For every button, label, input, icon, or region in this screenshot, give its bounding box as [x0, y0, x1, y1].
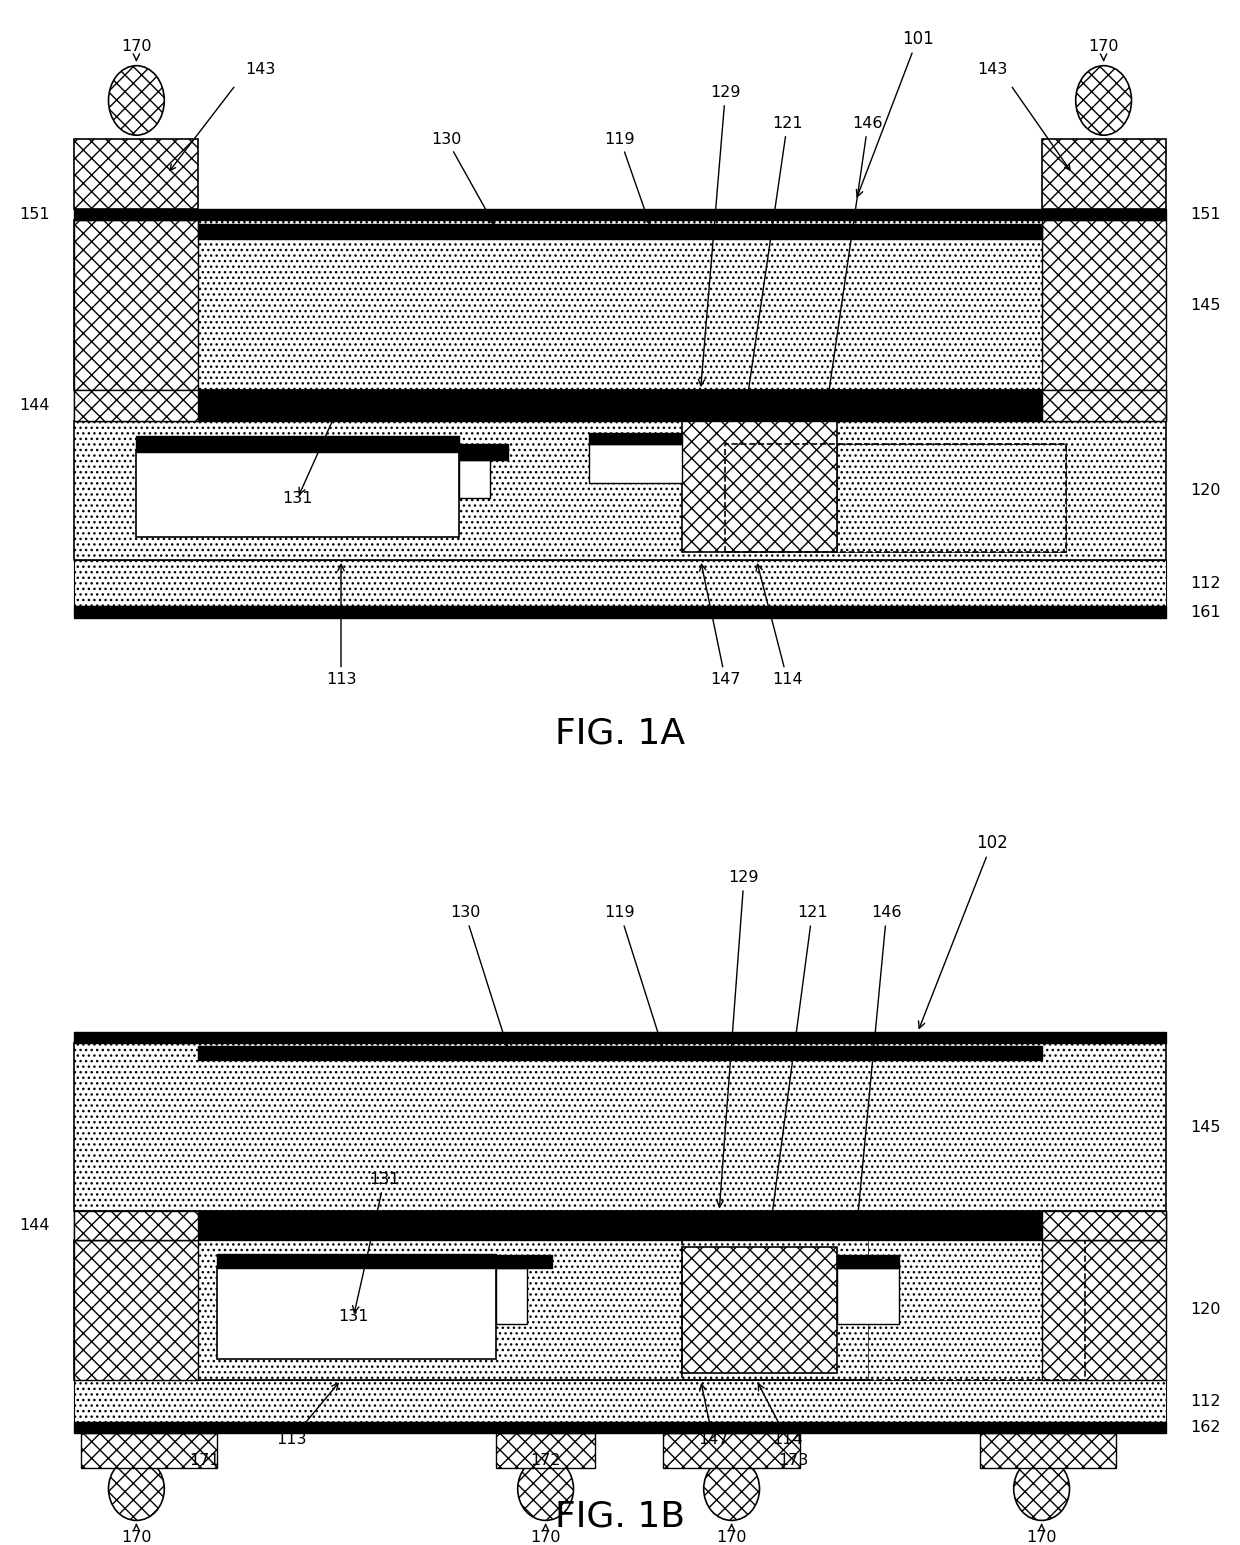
Bar — [198, 224, 1042, 239]
Bar — [74, 209, 1166, 219]
Text: 130: 130 — [450, 905, 508, 1046]
Text: 170: 170 — [1027, 1525, 1056, 1545]
Bar — [1042, 219, 1166, 389]
Bar — [589, 445, 682, 482]
Text: 173: 173 — [779, 1454, 808, 1468]
Text: 101: 101 — [857, 29, 934, 196]
Text: FIG. 1B: FIG. 1B — [556, 1500, 684, 1534]
Text: 119: 119 — [605, 131, 651, 224]
Bar — [136, 453, 459, 538]
Text: 170: 170 — [122, 39, 151, 60]
Circle shape — [109, 65, 164, 136]
Text: 120: 120 — [1190, 1302, 1221, 1318]
Text: 143: 143 — [246, 62, 275, 77]
Text: 162: 162 — [1190, 1420, 1221, 1435]
Text: 114: 114 — [756, 564, 802, 688]
Bar — [459, 445, 508, 460]
Bar — [1042, 1239, 1166, 1380]
Text: 170: 170 — [122, 1525, 151, 1545]
Text: 170: 170 — [717, 1525, 746, 1545]
Bar — [74, 1211, 1166, 1239]
Bar — [682, 1247, 837, 1374]
Text: 102: 102 — [919, 834, 1008, 1029]
Text: 161: 161 — [1190, 604, 1221, 620]
Text: 112: 112 — [1190, 1394, 1221, 1409]
Bar — [837, 445, 1066, 552]
Circle shape — [109, 1457, 164, 1520]
Text: 129: 129 — [717, 870, 759, 1207]
Bar — [74, 420, 1166, 561]
Text: 113: 113 — [277, 1383, 339, 1448]
Bar — [74, 606, 1166, 618]
Bar — [74, 219, 198, 389]
Circle shape — [1014, 1457, 1070, 1520]
Bar — [74, 389, 198, 420]
Text: 130: 130 — [432, 131, 494, 224]
Bar — [682, 1239, 1085, 1380]
Text: 170: 170 — [531, 1525, 560, 1545]
Bar — [74, 219, 1166, 389]
Text: 146: 146 — [853, 905, 901, 1234]
Circle shape — [704, 1457, 759, 1520]
Bar — [980, 1432, 1116, 1468]
Circle shape — [1076, 65, 1132, 136]
Text: 120: 120 — [1190, 484, 1221, 497]
Bar — [74, 1032, 1166, 1043]
Circle shape — [518, 1457, 573, 1520]
Text: 145: 145 — [1190, 1120, 1221, 1134]
Bar — [74, 1380, 1166, 1421]
Text: 131: 131 — [352, 1173, 399, 1313]
Text: 143: 143 — [977, 62, 1007, 77]
Bar — [74, 389, 1166, 420]
Bar — [74, 561, 1166, 606]
Text: 121: 121 — [743, 116, 802, 417]
Text: 151: 151 — [19, 207, 50, 222]
Text: 145: 145 — [1190, 298, 1221, 312]
Text: 131: 131 — [283, 491, 312, 505]
Bar — [459, 460, 490, 497]
Text: 131: 131 — [339, 1309, 368, 1324]
Bar — [74, 1239, 198, 1380]
Bar — [837, 1267, 899, 1324]
Bar — [74, 1239, 1166, 1380]
Bar — [1042, 139, 1166, 209]
Bar — [496, 1432, 595, 1468]
Bar — [217, 1253, 496, 1267]
Bar — [74, 1421, 1166, 1432]
Text: 119: 119 — [605, 905, 663, 1046]
Bar — [217, 1267, 496, 1360]
Bar — [74, 139, 198, 209]
Text: 151: 151 — [1190, 207, 1221, 222]
Bar — [496, 1255, 552, 1267]
Text: 170: 170 — [1089, 39, 1118, 60]
Text: 172: 172 — [531, 1454, 560, 1468]
Bar — [81, 1432, 217, 1468]
Text: 147: 147 — [698, 1384, 728, 1448]
Bar — [74, 1211, 198, 1239]
Bar — [1042, 1211, 1166, 1239]
Text: 114: 114 — [759, 1384, 802, 1448]
Bar — [1042, 389, 1166, 420]
Bar — [496, 1267, 527, 1324]
Bar — [198, 1046, 1042, 1060]
Text: 112: 112 — [1190, 576, 1221, 590]
Bar — [136, 436, 459, 451]
Bar — [725, 445, 1066, 552]
Bar — [663, 1432, 800, 1468]
Bar — [589, 433, 682, 445]
Text: 144: 144 — [19, 399, 50, 413]
Text: FIG. 1A: FIG. 1A — [556, 717, 684, 751]
Text: 171: 171 — [190, 1454, 219, 1468]
Text: 131: 131 — [299, 394, 356, 494]
Text: 129: 129 — [698, 85, 740, 386]
Bar — [837, 1255, 899, 1267]
Bar — [682, 420, 837, 552]
Text: 147: 147 — [699, 564, 740, 688]
Bar — [74, 1043, 1166, 1211]
Text: 144: 144 — [19, 1217, 50, 1233]
Text: 113: 113 — [326, 564, 356, 688]
Text: 146: 146 — [823, 116, 883, 417]
Bar — [868, 1239, 1085, 1380]
Text: 121: 121 — [768, 905, 827, 1234]
